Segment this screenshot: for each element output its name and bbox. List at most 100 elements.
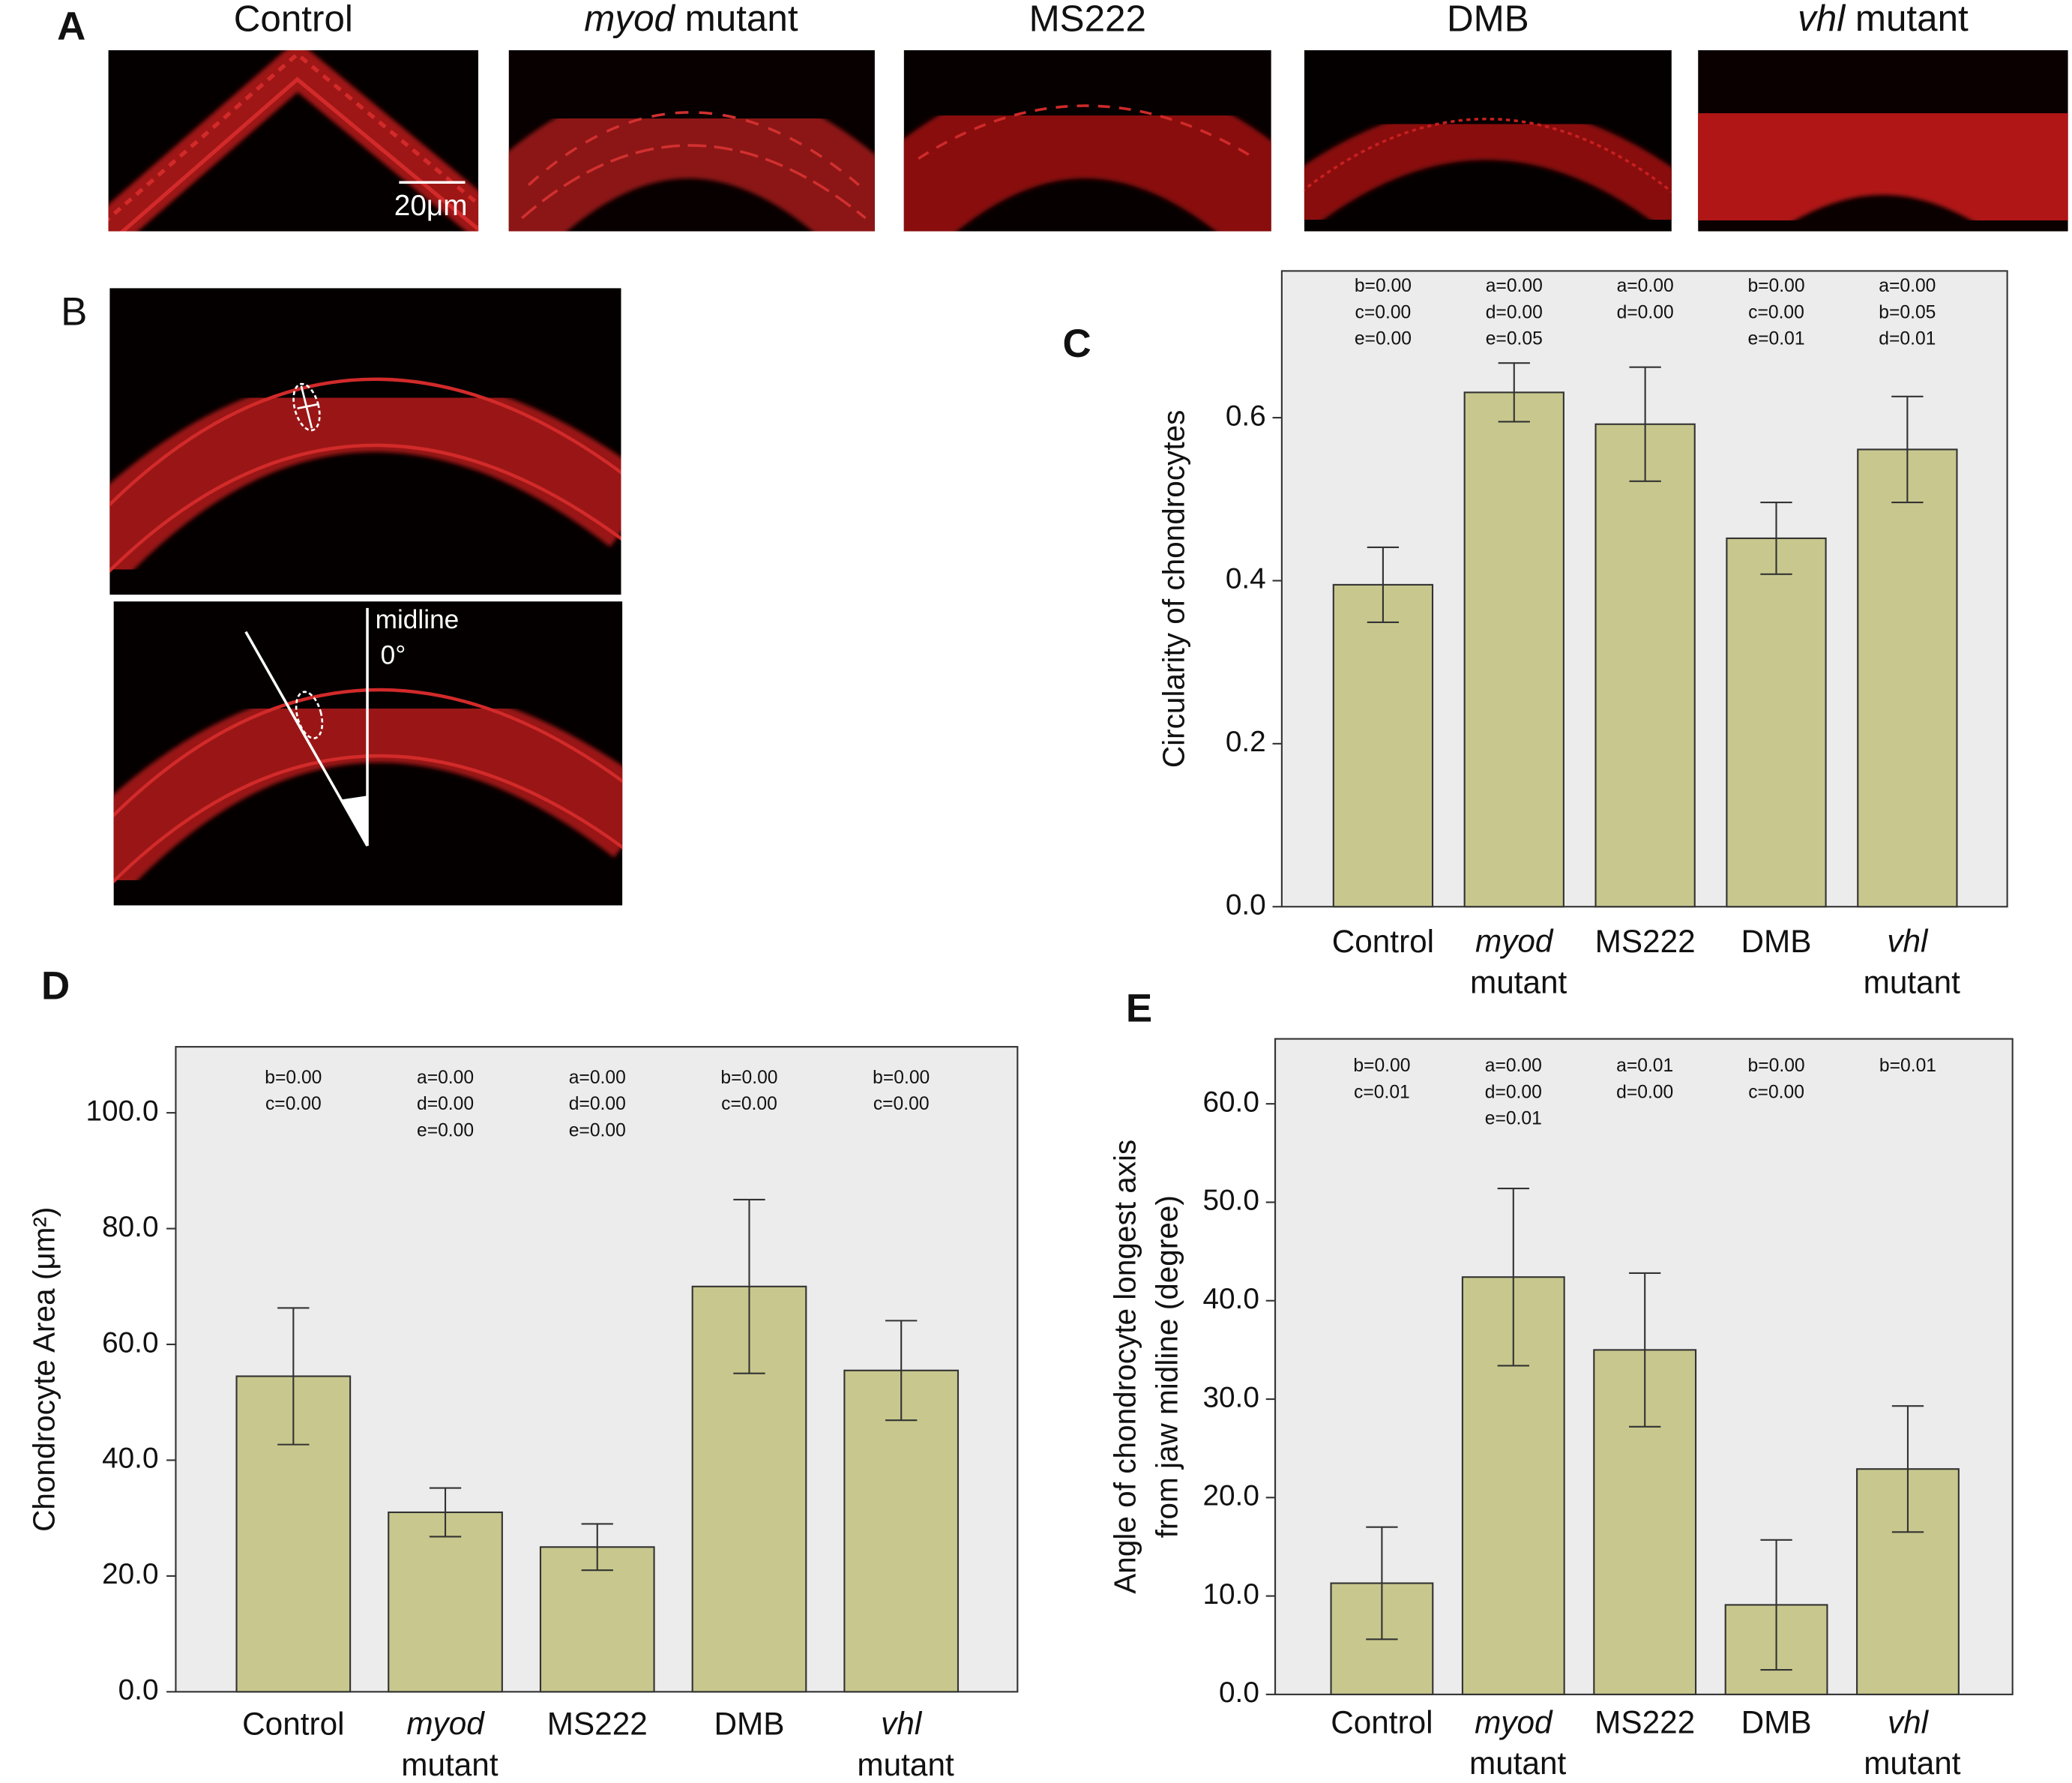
y-tick-label: 100.0 bbox=[86, 1095, 159, 1127]
significance-label: a=0.00 bbox=[1485, 1056, 1542, 1076]
significance-label: c=0.00 bbox=[1355, 302, 1412, 322]
y-tick-label: 60.0 bbox=[102, 1326, 158, 1359]
bar bbox=[1726, 537, 1827, 908]
significance-label: b=0.00 bbox=[1747, 276, 1804, 296]
y-tick-label: 20.0 bbox=[102, 1558, 158, 1590]
x-tick-label: Control bbox=[242, 1706, 344, 1741]
x-tick-label: myod mutant bbox=[393, 1706, 499, 1782]
y-tick-label: 10.0 bbox=[1202, 1578, 1259, 1611]
y-axis-label: Angle of chondrocyte longest axis bbox=[1107, 1140, 1142, 1594]
bar bbox=[539, 1546, 655, 1693]
x-tick-label: myod mutant bbox=[1460, 1705, 1566, 1782]
significance-label: b=0.00 bbox=[1353, 1056, 1410, 1076]
panel-label: D bbox=[41, 964, 70, 1008]
chart: 0.0 0.2 0.4 0.6 Circularity of chondrocytes C… bbox=[1157, 270, 2008, 1000]
x-tick-label: vhl mutant bbox=[849, 1706, 954, 1782]
y-tick-label: 0.0 bbox=[1226, 889, 1266, 921]
significance-label: b=0.01 bbox=[1879, 1056, 1936, 1076]
x-tick-label: vhl mutant bbox=[1855, 924, 1960, 1000]
significance-label: b=0.00 bbox=[1748, 1056, 1805, 1076]
x-tick-label: MS222 bbox=[1595, 924, 1696, 959]
significance-label: e=0.05 bbox=[1486, 329, 1543, 349]
significance-label: d=0.00 bbox=[1485, 1082, 1542, 1102]
x-tick-label: DMB bbox=[1741, 924, 1811, 959]
micrograph-vhl bbox=[1698, 50, 2068, 232]
significance-label: d=0.00 bbox=[569, 1094, 626, 1114]
significance-label: d=0.00 bbox=[417, 1094, 474, 1114]
panel-label: A bbox=[57, 4, 85, 49]
significance-label: c=0.00 bbox=[721, 1094, 777, 1114]
y-tick-label: 50.0 bbox=[1202, 1185, 1259, 1217]
y-tick-label: 0.6 bbox=[1226, 400, 1266, 432]
significance-label: d=0.01 bbox=[1879, 329, 1936, 349]
micrograph-b-top bbox=[109, 288, 621, 595]
chart: 0.0 10.0 20.0 30.0 40.0 50.0 60.0 Angle of chon… bbox=[1107, 1038, 2014, 1782]
x-tick-label: myod mutant bbox=[1461, 924, 1567, 1000]
micrograph-dmb bbox=[1304, 50, 1672, 232]
bar bbox=[1857, 448, 1958, 908]
y-tick-label: 0.4 bbox=[1226, 563, 1266, 595]
significance-label: d=0.00 bbox=[1486, 302, 1543, 322]
x-tick-label: DMB bbox=[1741, 1705, 1812, 1740]
x-tick-label: DMB bbox=[714, 1706, 784, 1741]
image-title: DMB bbox=[1447, 0, 1529, 39]
significance-label: e=0.01 bbox=[1747, 329, 1804, 349]
y-axis-label: from jaw midline (degree) bbox=[1150, 1195, 1184, 1538]
significance-label: e=0.00 bbox=[417, 1120, 474, 1140]
significance-label: d=0.00 bbox=[1616, 1082, 1673, 1102]
panel-label: C bbox=[1063, 322, 1091, 366]
significance-label: a=0.00 bbox=[1617, 276, 1674, 296]
y-tick-label: 40.0 bbox=[1202, 1283, 1259, 1315]
bar bbox=[1332, 583, 1434, 908]
significance-label: d=0.00 bbox=[1617, 302, 1674, 322]
significance-label: b=0.00 bbox=[265, 1068, 322, 1088]
significance-label: c=0.00 bbox=[1748, 1082, 1804, 1102]
micrograph-myod bbox=[508, 50, 875, 232]
bar bbox=[1594, 423, 1696, 908]
scale-bar-label: 20μm bbox=[394, 190, 468, 222]
significance-label: a=0.00 bbox=[417, 1068, 474, 1088]
y-tick-label: 0.2 bbox=[1226, 726, 1266, 758]
significance-label: b=0.00 bbox=[720, 1068, 777, 1088]
y-tick-label: 60.0 bbox=[1202, 1086, 1259, 1118]
panel-label: B bbox=[61, 290, 87, 334]
y-tick-label: 0.0 bbox=[118, 1674, 159, 1707]
significance-label: b=0.05 bbox=[1879, 302, 1936, 322]
significance-label: a=0.00 bbox=[1486, 276, 1543, 296]
significance-label: e=0.00 bbox=[1355, 329, 1412, 349]
midline-label: midline bbox=[376, 605, 460, 634]
x-tick-label: Control bbox=[1331, 1705, 1433, 1740]
significance-label: b=0.00 bbox=[873, 1068, 930, 1088]
y-tick-label: 0.0 bbox=[1219, 1677, 1259, 1709]
significance-label: a=0.00 bbox=[1879, 276, 1936, 296]
significance-label: c=0.01 bbox=[1354, 1082, 1410, 1102]
significance-label: b=0.00 bbox=[1355, 276, 1412, 296]
micrograph-control bbox=[108, 50, 479, 232]
y-tick-label: 80.0 bbox=[102, 1211, 158, 1243]
significance-label: e=0.01 bbox=[1485, 1109, 1542, 1129]
x-tick-label: vhl mutant bbox=[1855, 1705, 1960, 1782]
significance-label: c=0.00 bbox=[265, 1094, 322, 1114]
significance-label: c=0.00 bbox=[1748, 302, 1804, 322]
x-tick-label: MS222 bbox=[547, 1706, 648, 1741]
image-title: myod mutant bbox=[584, 0, 798, 39]
y-tick-label: 20.0 bbox=[1202, 1480, 1259, 1512]
x-tick-label: Control bbox=[1332, 924, 1434, 959]
y-tick-label: 40.0 bbox=[102, 1443, 158, 1475]
x-tick-label: MS222 bbox=[1594, 1705, 1695, 1740]
significance-label: a=0.01 bbox=[1616, 1056, 1673, 1076]
chart: 0.0 20.0 40.0 60.0 80.0 100.0 Chondrocyte Area… bbox=[26, 1046, 1019, 1782]
panel-label: E bbox=[1126, 986, 1152, 1030]
significance-label: c=0.00 bbox=[873, 1094, 930, 1114]
image-title: Control bbox=[234, 0, 353, 39]
bar bbox=[388, 1511, 503, 1693]
y-axis-label: Circularity of chondrocytes bbox=[1157, 410, 1191, 769]
bar bbox=[1463, 391, 1564, 908]
y-axis-label: Chondrocyte Area (μm²) bbox=[26, 1207, 61, 1532]
micrograph-ms222 bbox=[903, 50, 1271, 232]
significance-label: a=0.00 bbox=[569, 1068, 626, 1088]
bar bbox=[843, 1369, 960, 1693]
image-title: MS222 bbox=[1029, 0, 1146, 39]
angle-label: 0° bbox=[381, 640, 406, 670]
